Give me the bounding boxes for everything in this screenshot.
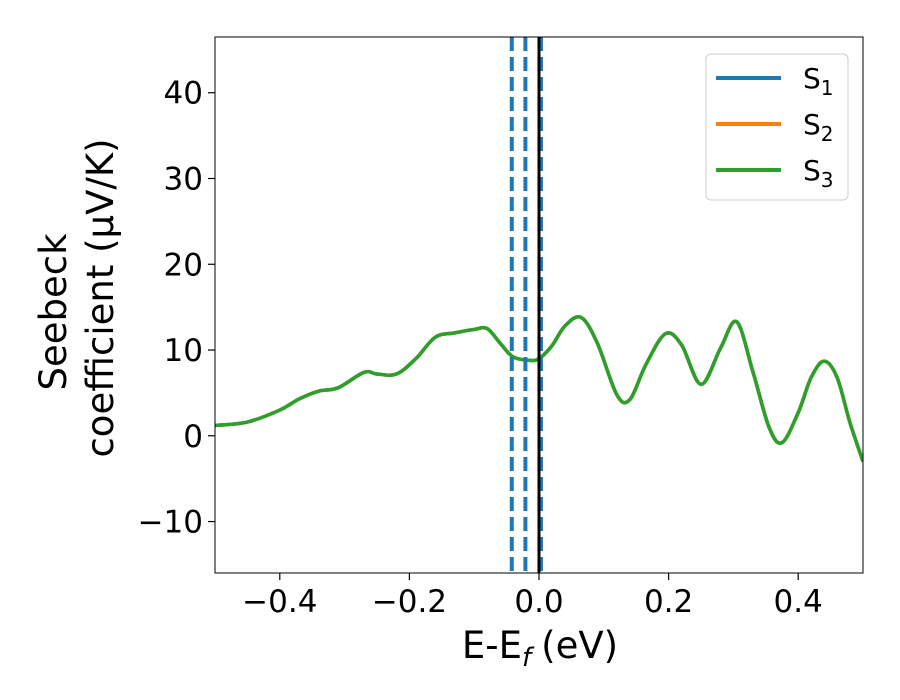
- y-tick-label: 30: [164, 162, 203, 198]
- x-axis-label: E-Ef (eV): [462, 624, 618, 673]
- x-tick-label: −0.2: [372, 584, 447, 620]
- y-tick-label: −10: [138, 505, 203, 541]
- y-tick-label: 20: [164, 247, 203, 283]
- x-tick-label: 0.0: [514, 584, 563, 620]
- y-tick-label: 0: [183, 419, 203, 455]
- legend-label-s2: S2: [803, 108, 834, 146]
- legend-box: [705, 53, 849, 201]
- series-layer: [215, 315, 863, 463]
- y-tick-label: 10: [164, 333, 203, 369]
- x-axis: −0.4 −0.2 0.0 0.2 0.4: [242, 573, 823, 620]
- legend: S1 S2 S3: [705, 53, 849, 201]
- series-line-s3: [215, 315, 863, 463]
- legend-label-s1: S1: [803, 62, 834, 100]
- y-axis-label-line1: Seebeck: [32, 233, 75, 391]
- x-tick-label: 0.2: [644, 584, 693, 620]
- vline-layer: [509, 37, 543, 573]
- y-axis-label-line2: coefficient (μV/K): [79, 138, 122, 457]
- legend-label-s3: S3: [803, 154, 834, 192]
- y-axis: −10 0 10 20 30 40: [138, 76, 215, 541]
- x-tick-label: −0.4: [242, 584, 317, 620]
- x-tick-label: 0.4: [774, 584, 823, 620]
- y-tick-label: 40: [164, 76, 203, 112]
